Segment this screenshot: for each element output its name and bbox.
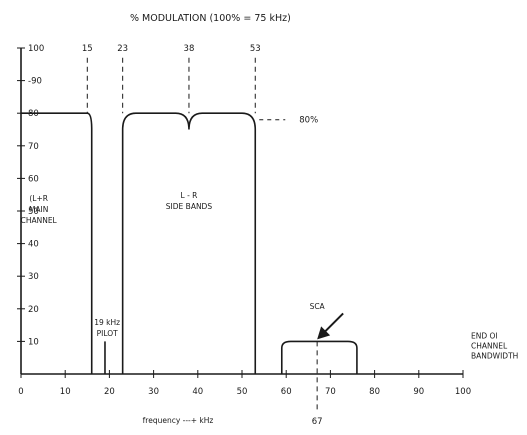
annotation-80-label: 80% <box>299 116 318 126</box>
x-tick-label: 70 <box>325 387 336 397</box>
annotation-end-label: BANDWIDTH <box>471 351 518 360</box>
series-1-line <box>121 112 257 374</box>
y-tick-label: 50 <box>28 207 39 217</box>
marker-label: 15 <box>82 44 93 54</box>
sca-arrow-head <box>317 326 331 340</box>
marker-label: 23 <box>117 44 128 54</box>
series-label: 19 kHz <box>94 318 120 327</box>
x-axis-label: frequency ---+ kHz <box>143 416 214 425</box>
y-tick-label: -90 <box>28 77 42 87</box>
y-tick-label: 10 <box>28 337 39 347</box>
x-tick-label: 80 <box>369 387 380 397</box>
marker-label: 67 <box>312 417 323 427</box>
x-tick-label: 40 <box>192 387 203 397</box>
y-tick-label: 20 <box>28 305 39 315</box>
series-0-line <box>21 112 93 374</box>
axes: 0 10 20 30 40 50 60 70 80 90 100 10 20 30 40 50 60 70 80 -9… <box>17 44 471 397</box>
x-tick-label: 90 <box>413 387 424 397</box>
x-tick-label: 60 <box>281 387 292 397</box>
chart-title: % MODULATION (100% = 75 kHz) <box>130 13 291 24</box>
x-tick-label: 30 <box>148 387 159 397</box>
x-tick-label: 10 <box>60 387 71 397</box>
y-tick-label: 60 <box>28 174 39 184</box>
series-label: CHANNEL <box>21 216 58 225</box>
series-3-line <box>280 340 358 374</box>
annotation-end-label: CHANNEL <box>471 341 508 350</box>
y-tick-label: 100 <box>28 44 44 54</box>
y-tick-label: 30 <box>28 272 39 282</box>
sca-arrow-shaft <box>322 312 344 335</box>
series-label: (L+R <box>29 194 48 203</box>
series-label: SIDE BANDS <box>166 202 213 211</box>
x-tick-label: 0 <box>18 387 23 397</box>
x-tick-label: 100 <box>455 387 471 397</box>
x-tick-label: 20 <box>104 387 115 397</box>
series-label: PILOT <box>97 329 119 338</box>
annotation-end-label: END OI <box>471 331 498 340</box>
y-tick-label: 80 <box>28 109 39 119</box>
marker-label: 53 <box>250 44 261 54</box>
spectrum-marks: (L+R MAIN CHANNEL L - R SIDE BANDS 19 kHz PILO… <box>21 44 519 427</box>
y-tick-label: 70 <box>28 142 39 152</box>
marker-label: 38 <box>184 44 195 54</box>
series-label: L - R <box>181 191 198 200</box>
series-label: MAIN <box>29 205 48 214</box>
y-tick-label: 40 <box>28 240 39 250</box>
x-tick-label: 50 <box>237 387 248 397</box>
series-label: SCA <box>310 302 326 311</box>
